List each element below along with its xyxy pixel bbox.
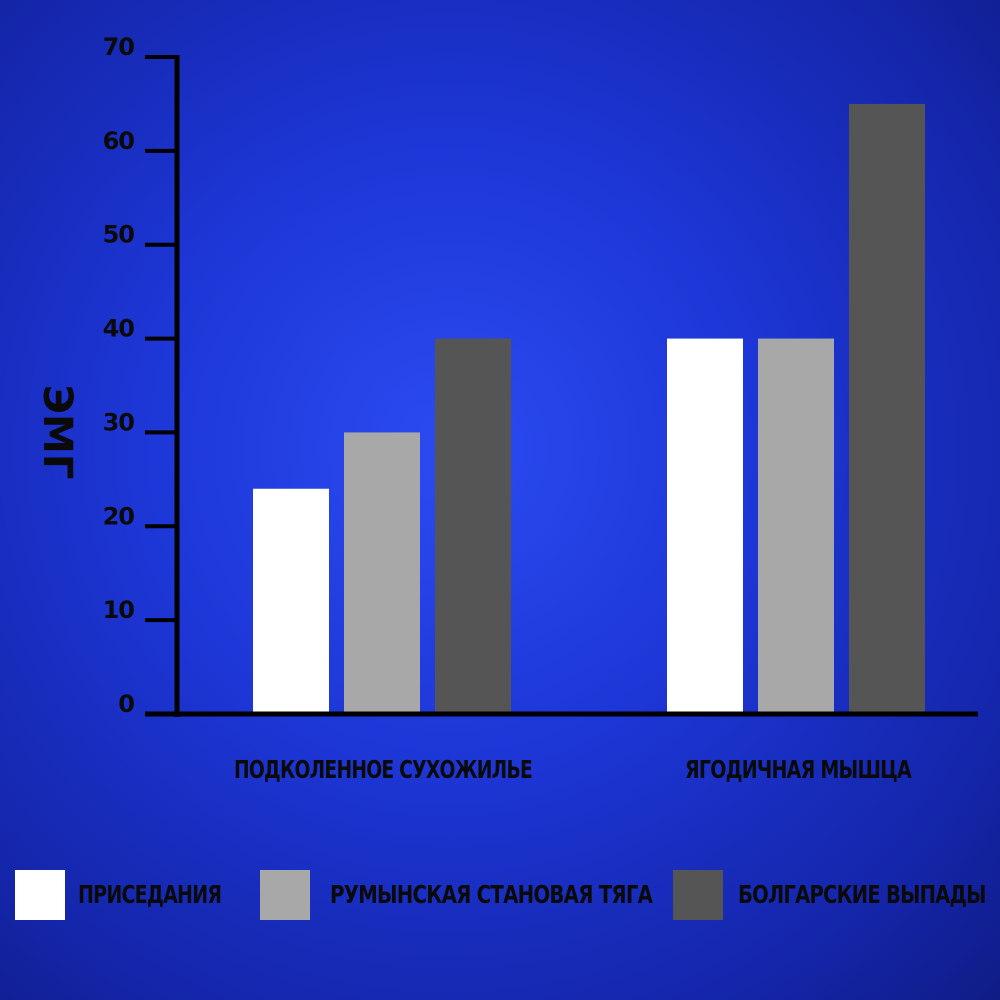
y-axis-label: ЭМГ [34, 385, 80, 480]
legend-label: РУМЫНСКАЯ СТАНОВАЯ ТЯГА [330, 880, 653, 909]
x-category-label: ПОДКОЛЕННОЕ СУХОЖИЛЬЕ [234, 755, 532, 784]
legend-label: БОЛГАРСКИЕ ВЫПАДЫ [738, 880, 986, 909]
legend-swatch [260, 870, 310, 920]
y-tick-label: 20 [103, 502, 135, 530]
bar [849, 103, 925, 714]
y-tick-label: 10 [103, 596, 135, 624]
y-tick-label: 40 [103, 315, 135, 343]
y-axis-ticks: 0 10 20 30 40 50 60 70 [103, 33, 177, 718]
legend-swatch [673, 870, 723, 920]
y-tick-label: 60 [103, 127, 135, 155]
bar [667, 338, 743, 714]
bars [253, 103, 925, 714]
x-category-label: ЯГОДИЧНАЯ МЫШЦА [685, 755, 912, 784]
bar [758, 338, 834, 714]
legend-label: ПРИСЕДАНИЯ [78, 880, 222, 909]
bar [253, 488, 329, 714]
legend-swatch [15, 870, 65, 920]
bar [435, 338, 511, 714]
x-axis-labels: ПОДКОЛЕННОЕ СУХОЖИЛЬЕ ЯГОДИЧНАЯ МЫШЦА [234, 755, 913, 784]
axes [145, 55, 978, 717]
y-tick-label: 70 [103, 33, 135, 61]
y-tick-label: 50 [103, 221, 135, 249]
y-tick-label: 0 [118, 690, 134, 718]
y-tick-label: 30 [103, 408, 135, 436]
bar [344, 432, 420, 714]
legend: ПРИСЕДАНИЯ РУМЫНСКАЯ СТАНОВАЯ ТЯГА БОЛГАРС… [0, 868, 1000, 924]
